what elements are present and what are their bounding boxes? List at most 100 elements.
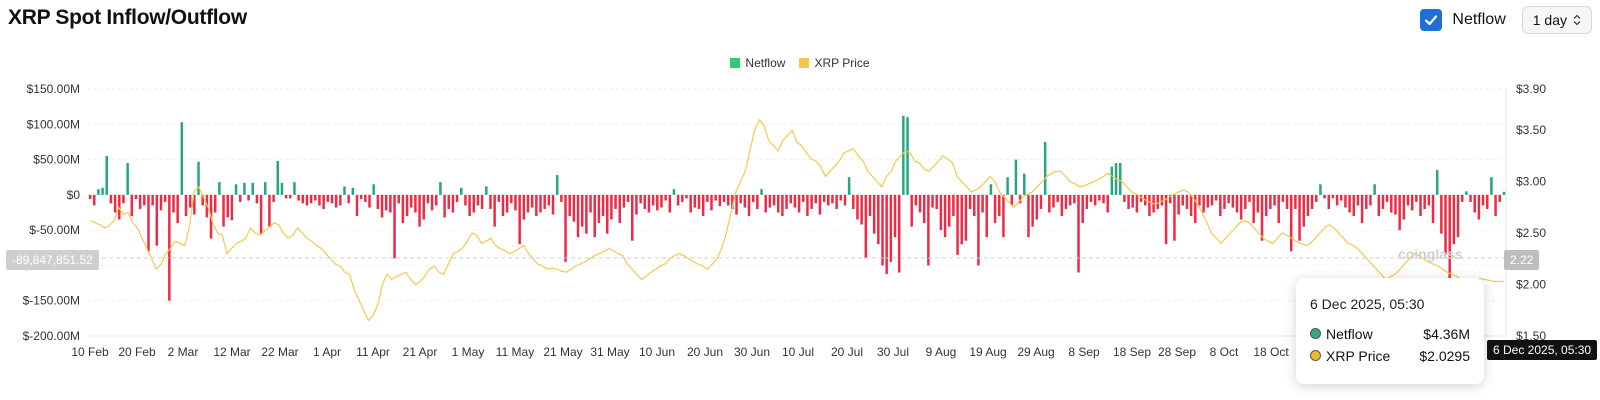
netflow-bar [163, 194, 167, 202]
netflow-bar [272, 194, 275, 202]
tooltip-value-netflow: $4.36M [1423, 326, 1470, 342]
netflow-bar [1298, 194, 1301, 241]
netflow-bar [343, 186, 346, 195]
netflow-bar [485, 186, 488, 195]
netflow-bar [284, 194, 288, 199]
x-tick-label: 8 Oct [1210, 345, 1239, 359]
netflow-bar [960, 194, 963, 245]
netflow-bar [1127, 194, 1130, 209]
netflow-bar [255, 194, 259, 204]
netflow-checkbox[interactable] [1420, 9, 1443, 31]
netflow-bar [1348, 194, 1351, 213]
tooltip: 6 Dec 2025, 05:30 Netflow $4.36M XRP Pri… [1296, 278, 1484, 384]
netflow-bar [747, 194, 751, 217]
netflow-bar [138, 194, 142, 209]
netflow-bar [697, 194, 701, 209]
interval-select[interactable]: 1 day [1521, 6, 1592, 34]
netflow-bar [555, 175, 559, 195]
netflow-bar [597, 194, 601, 224]
netflow-bar [1360, 194, 1364, 224]
netflow-bar [113, 194, 117, 213]
netflow-bar [589, 194, 592, 213]
netflow-bar [1452, 194, 1456, 245]
netflow-bar [551, 194, 555, 215]
netflow-bar [964, 194, 968, 241]
netflow-bar [1148, 194, 1151, 217]
netflow-bar [1490, 177, 1493, 195]
netflow-bar [977, 194, 980, 266]
netflow-bar [614, 194, 617, 209]
netflow-bar [380, 194, 384, 218]
netflow-bar [1073, 194, 1076, 204]
netflow-bar [626, 194, 630, 202]
x-tick-label: 2 Mar [168, 345, 199, 359]
netflow-bar [547, 194, 551, 206]
netflow-bar [93, 194, 96, 206]
netflow-bar [1027, 194, 1030, 238]
netflow-bar [789, 194, 792, 204]
netflow-bar [927, 194, 930, 266]
netflow-bar [1327, 194, 1331, 209]
netflow-bar [952, 194, 955, 217]
netflow-bar [389, 194, 392, 213]
y-left-tick-label: $0 [67, 188, 81, 202]
netflow-bar [1398, 194, 1401, 231]
x-tick-label: 20 Jun [687, 345, 723, 359]
netflow-bar [1227, 194, 1230, 204]
netflow-bar [455, 194, 459, 202]
netflow-bar [1198, 194, 1201, 206]
tooltip-label-netflow: Netflow [1326, 326, 1373, 342]
netflow-bar [213, 194, 217, 213]
tooltip-row-netflow: Netflow $4.36M [1310, 326, 1470, 342]
legend-item-price[interactable]: XRP Price [799, 56, 870, 70]
netflow-bar [605, 194, 609, 234]
netflow-bar [701, 194, 705, 217]
netflow-bar [409, 194, 413, 208]
netflow-bar [393, 194, 396, 259]
netflow-bar [1385, 194, 1389, 202]
netflow-bar [101, 187, 104, 195]
netflow-bar [706, 194, 709, 202]
netflow-bar [1448, 194, 1451, 280]
netflow-bar [197, 161, 200, 195]
netflow-bar [1469, 194, 1472, 202]
netflow-bar [88, 194, 92, 200]
netflow-bar [685, 194, 688, 199]
netflow-bar [259, 194, 263, 234]
netflow-bar [651, 194, 655, 206]
x-tick-label: 28 Sep [1158, 345, 1196, 359]
netflow-bar [1435, 170, 1439, 195]
x-tick-label: 11 May [496, 345, 534, 359]
netflow-bar [460, 187, 463, 195]
netflow-bar [947, 194, 951, 227]
netflow-bar [681, 194, 684, 202]
netflow-bar [530, 194, 534, 208]
netflow-bar [1394, 194, 1397, 215]
netflow-bar [643, 194, 647, 209]
netflow-bar [922, 194, 926, 224]
netflow-bar [718, 194, 722, 207]
netflow-bar [109, 194, 113, 204]
netflow-bar [689, 194, 692, 213]
netflow-bar [1465, 191, 1468, 195]
netflow-bar [860, 194, 863, 225]
netflow-bar [835, 194, 838, 209]
netflow-bar [339, 194, 342, 206]
netflow-bar [998, 194, 1001, 217]
netflow-bar [155, 194, 159, 246]
netflow-bar [580, 194, 584, 227]
netflow-bar [1431, 194, 1435, 224]
netflow-bar [1206, 194, 1210, 208]
netflow-bar [1219, 194, 1222, 217]
netflow-bar [818, 194, 822, 215]
netflow-bar [1498, 194, 1501, 202]
netflow-bar [1043, 141, 1047, 195]
netflow-bar [118, 194, 121, 220]
netflow-bar [768, 194, 772, 208]
netflow-bar [1006, 177, 1009, 195]
netflow-bar [918, 194, 922, 213]
netflow-bar [1160, 194, 1164, 206]
netflow-bar [656, 194, 659, 211]
legend-item-netflow[interactable]: Netflow [730, 56, 785, 70]
